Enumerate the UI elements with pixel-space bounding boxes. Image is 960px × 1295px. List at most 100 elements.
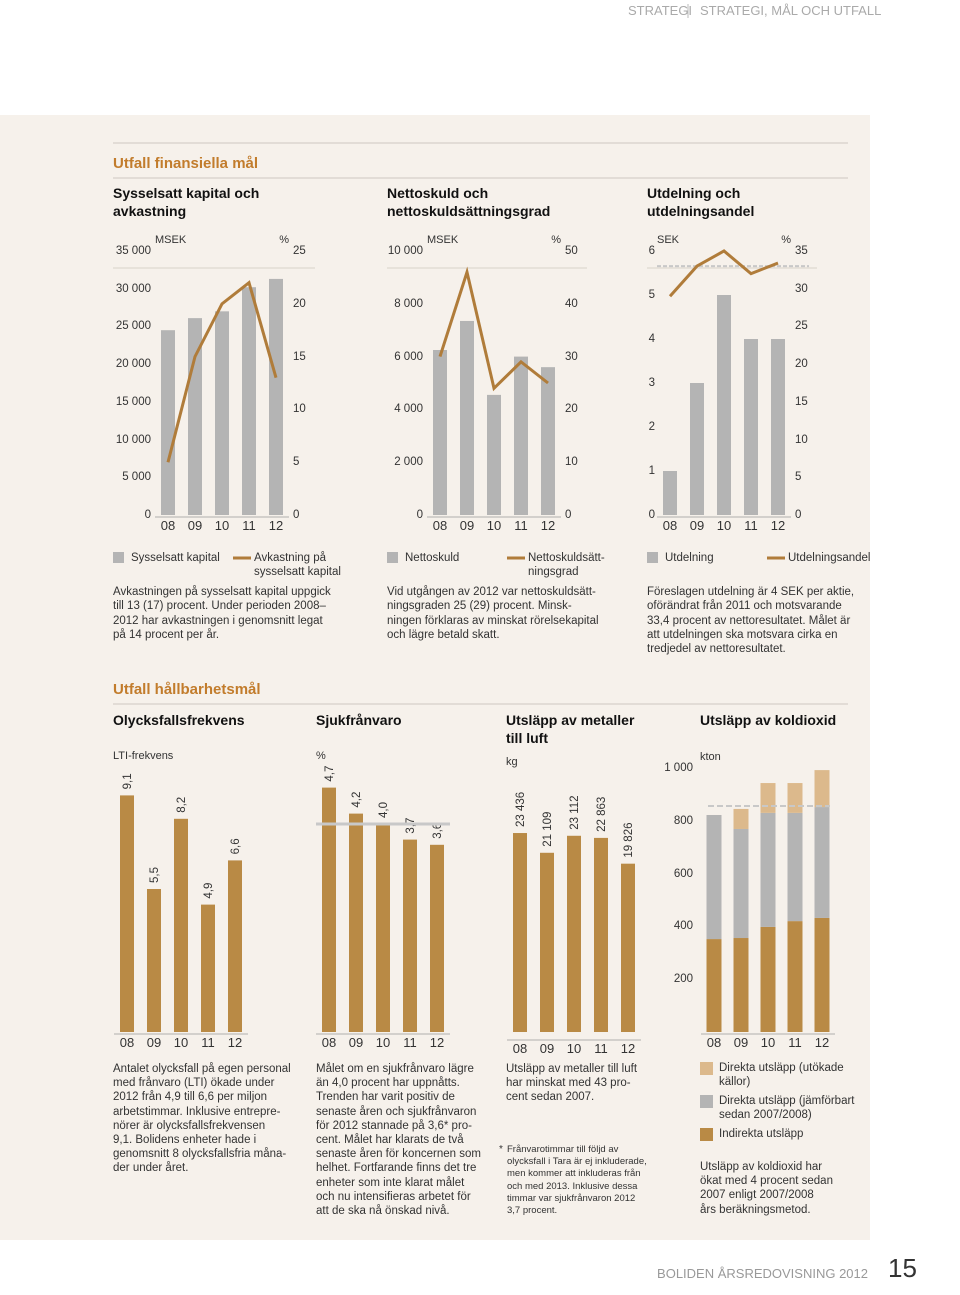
legend-swatch [700,1095,713,1108]
axis-unit: % [781,234,791,247]
value-label: 4,7 [324,766,336,782]
body-text: genomsnitt 8 olycksfallsfria måna- [113,1148,287,1161]
bar [771,339,785,515]
y-tick-label: 25 000 [115,320,151,333]
x-tick-label: 09 [539,1041,555,1057]
bar [120,795,134,1032]
bar [540,852,554,1032]
bar-segment [787,921,803,1032]
bar [349,813,363,1032]
x-tick-label: 09 [348,1035,364,1051]
header-subsection: STRATEGI, MÅL OCH UTFALL [700,3,882,19]
y2-tick-label: 50 [565,244,578,257]
body-text: senaste åren för koncernen som [316,1148,481,1161]
x-tick-label: 09 [459,518,475,534]
x-tick-label: 12 [620,1041,636,1057]
value-label: 19 826 [623,822,635,857]
x-tick-label: 12 [227,1035,243,1051]
y-tick-label: 1 [648,464,655,477]
x-tick-label: 11 [594,1041,608,1057]
chart-title: nettoskuldsättningsgrad [387,203,551,220]
legend-swatch [387,552,398,563]
value-label: 6,6 [230,838,242,854]
x-tick-label: 10 [214,518,230,534]
legend-swatch [700,1128,713,1141]
bar [403,839,417,1032]
body-text: der under året. [113,1162,189,1175]
footnote: och med 2013. Inklusive dessa [507,1180,638,1192]
body-text: enheter som inte klarat målet [316,1176,465,1189]
bar [215,311,229,515]
y-tick-label: 15 000 [115,395,151,408]
body-text: 9,1. Bolidens enheter hade i [113,1133,257,1146]
body-text: 2007 enligt 2007/2008 [700,1189,814,1202]
value-label: 22 863 [596,797,608,832]
legend-label: Sysselsatt kapital [131,551,220,564]
bar-segment [706,814,722,940]
bar [541,367,555,515]
bar [594,837,608,1032]
x-tick-label: 09 [187,518,203,534]
y-tick-label: 8 000 [394,297,423,310]
bar [430,844,444,1032]
x-tick-label: 10 [486,518,502,534]
x-tick-label: 08 [706,1035,722,1051]
bar [376,824,390,1032]
y2-tick-label: 15 [293,350,306,363]
bar [322,787,336,1032]
value-label: 4,9 [203,883,215,899]
y-tick-label: 5 [648,288,655,301]
y-tick-label: 200 [673,973,693,986]
bar [161,330,175,515]
chart-title: Utsläpp av koldioxid [700,712,837,729]
x-tick-label: 09 [733,1035,749,1051]
y-tick-label: 10 000 [387,244,423,257]
body-text: Utsläpp av metaller till luft [506,1062,638,1075]
x-tick-label: 10 [375,1035,391,1051]
body-text: cent. Målet har klarats de två [316,1133,464,1146]
chart-title: Olycksfallsfrekvens [113,712,245,729]
legend-label: Nettoskuld [405,551,460,564]
y-tick-label: 0 [416,508,423,521]
body-text: Vid utgången av 2012 var nettoskuldsätt- [387,585,596,598]
x-tick-label: 11 [788,1035,802,1051]
y-tick-label: 1 000 [664,761,693,774]
bar-segment [760,812,776,927]
body-text: helhet. Fortfarande finns det tre [316,1162,477,1175]
y-tick-label: 10 000 [115,433,151,446]
y-tick-label: 3 [648,376,655,389]
y-tick-label: 35 000 [115,244,151,257]
legend-label: Avkastning på sysselsatt kapital [254,551,341,579]
y-tick-label: 2 [648,420,655,433]
y2-tick-label: 25 [795,320,808,333]
body-text: Målet om en sjukfrånvaro lägre [316,1062,474,1075]
y-tick-label: 0 [144,508,151,521]
legend-label: Direkta utsläpp (utökade källor) [719,1061,844,1089]
body-text: till 13 (17) procent. Under perioden 200… [113,600,326,613]
x-tick-label: 10 [173,1035,189,1051]
chart-title: Utdelning och [647,185,741,202]
body-text: cent sedan 2007. [506,1091,595,1104]
x-tick-label: 10 [716,518,732,534]
legend-swatch [700,1062,713,1075]
value-label: 4,0 [378,802,390,818]
bar [460,320,474,515]
x-tick-label: 10 [566,1041,582,1057]
body-text: Antalet olycksfall på egen personal [113,1062,291,1075]
bar-segment [787,812,803,922]
y2-tick-label: 10 [795,433,808,446]
bar [228,860,242,1032]
body-text: och nu intensifieras arbetet för [316,1190,471,1203]
body-text: med frånvaro (LTI) ökade under [113,1077,275,1090]
legend-label: Nettoskuldsätt­ningsgrad [528,551,605,579]
body-text: ningsgraden 25 (29) procent. Minsk- [387,600,572,613]
bar-segment [733,828,749,939]
value-label: 3,6 [432,823,444,839]
y2-tick-label: 20 [565,403,578,416]
body-text: på 14 procent per år. [113,628,220,641]
body-text: års beräkningsmetod. [700,1203,811,1216]
line [166,280,278,463]
y-tick-label: 0 [648,508,655,521]
x-tick-label: 08 [512,1041,528,1057]
y2-tick-label: 10 [565,456,578,469]
